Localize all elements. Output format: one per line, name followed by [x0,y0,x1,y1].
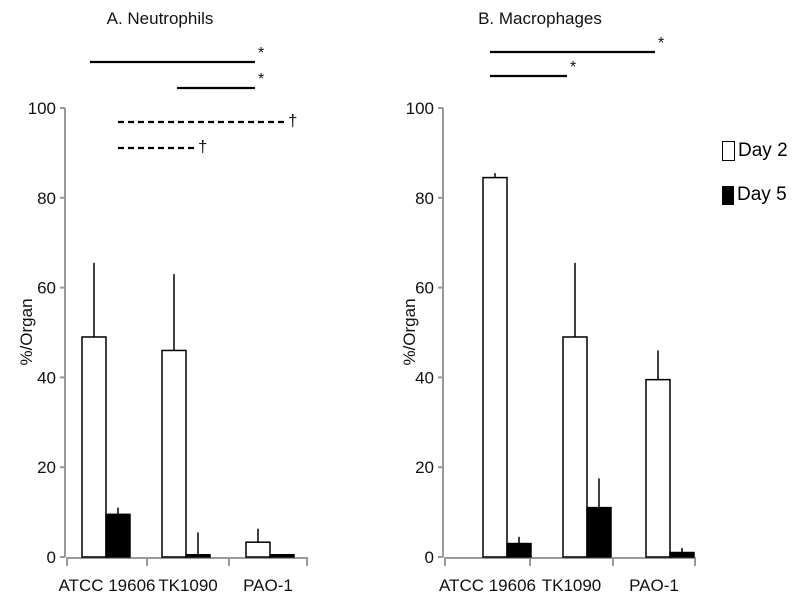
y-tick-label: 100 [406,99,434,118]
legend-item-day2: Day 2 [722,136,788,166]
bar-day2-1 [161,349,187,558]
bar-day2-1 [562,336,588,558]
chart-title: B. Macrophages [478,9,602,28]
panel-macrophages: B. Macrophages %/Organ 0 20 40 60 80 100 ATCC 19… [400,9,696,595]
bar-day2-0 [81,336,107,558]
legend: Day 2 Day 5 [722,136,788,210]
panel-neutrophils: A. Neutrophils %/Organ 0 20 40 60 80 100 ATCC 19… [17,9,308,595]
x-tick-label: ATCC 19606 [58,576,155,595]
significance-symbol: † [198,137,207,156]
significance-symbol: † [288,111,297,130]
y-tick-label: 40 [415,368,434,387]
legend-label: Day 2 [738,140,788,161]
y-tick-label: 0 [425,548,434,567]
y-tick-label: 60 [37,279,56,298]
y-tick-label: 20 [415,458,434,477]
y-tick-label: 80 [37,189,56,208]
y-tick-label: 0 [47,548,56,567]
bar-day5-2 [269,554,295,558]
chart-title: A. Neutrophils [107,9,214,28]
x-tick-label: PAO-1 [629,576,679,595]
y-tick-label: 20 [37,458,56,477]
bar-day5-0 [105,513,131,558]
bar-day2-2 [245,541,271,558]
significance-symbol: * [570,59,576,76]
bar-day5-0 [506,542,532,558]
significance-symbol: * [658,35,664,52]
x-tick-label: TK1090 [158,576,218,595]
x-tick-label: ATCC 19606 [439,576,536,595]
significance-symbol: * [258,71,264,88]
bar-day2-0 [482,176,508,558]
y-tick-label: 60 [415,279,434,298]
legend-swatch-day2 [722,141,735,161]
significance-symbol: * [258,45,264,62]
legend-swatch-day5 [722,185,734,205]
y-tick-label: 80 [415,189,434,208]
bar-day5-1 [185,554,211,558]
bar-day5-2 [669,551,695,558]
y-tick-label: 40 [37,368,56,387]
bar-day5-1 [586,506,612,558]
x-tick-label: PAO-1 [243,576,293,595]
y-axis-label: %/Organ [400,298,419,365]
y-tick-label: 100 [28,99,56,118]
legend-item-day5: Day 5 [722,180,788,210]
y-axis-label: %/Organ [17,298,36,365]
legend-label: Day 5 [737,184,787,205]
x-tick-label: TK1090 [542,576,602,595]
bar-day2-2 [645,378,671,558]
